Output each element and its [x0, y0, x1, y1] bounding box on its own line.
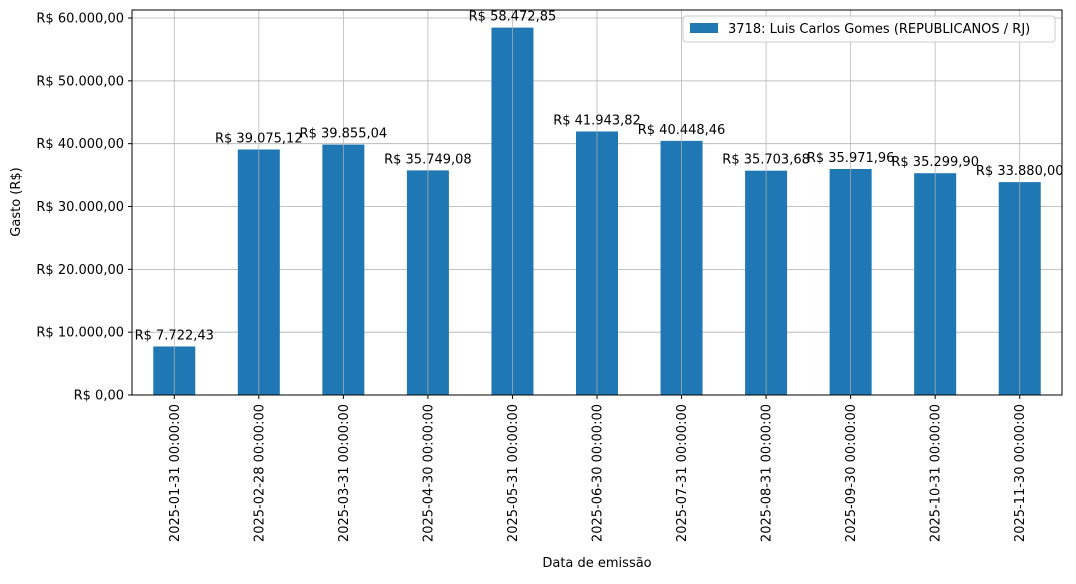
data-label: R$ 35.703,68	[722, 153, 810, 168]
legend-frame	[682, 15, 1056, 43]
data-label: R$ 40.448,46	[638, 123, 726, 138]
data-label: R$ 58.472,85	[469, 10, 557, 25]
legend: 3718: Luis Carlos Gomes (REPUBLICANOS / …	[682, 15, 1056, 43]
y-tick-label: R$ 20.000,00	[36, 263, 124, 278]
x-tick-label: 2025-02-28 00:00:00	[252, 404, 267, 542]
data-label: R$ 39.075,12	[215, 131, 303, 146]
x-tick-label: 2025-08-31 00:00:00	[760, 404, 775, 542]
y-axis-ticks: R$ 0,00 R$ 10.000,00 R$ 20.000,00 R$ 30.000…	[36, 12, 132, 404]
data-label: R$ 41.943,82	[553, 113, 641, 128]
x-tick-label: 2025-09-30 00:00:00	[844, 404, 859, 542]
data-label: R$ 35.299,90	[891, 155, 979, 170]
x-tick-label: 2025-11-30 00:00:00	[1013, 404, 1028, 542]
data-labels: R$ 7.722,43 R$ 39.075,12R$ 39.855,04 R$ 35…	[135, 10, 1064, 344]
vertical-grid-lines	[173, 10, 1021, 395]
y-tick-label: R$ 50.000,00	[36, 74, 124, 89]
x-tick-label: 2025-05-31 00:00:00	[506, 404, 521, 542]
data-label: R$ 39.855,04	[300, 127, 388, 142]
legend-label: 3718: Luis Carlos Gomes (REPUBLICANOS / …	[728, 22, 1030, 37]
x-tick-label: 2025-03-31 00:00:00	[337, 404, 352, 542]
data-label: R$ 7.722,43	[135, 328, 214, 343]
y-tick-label: R$ 30.000,00	[36, 200, 124, 215]
data-label: R$ 35.971,96	[807, 151, 895, 166]
data-label: R$ 33.880,00	[976, 164, 1064, 179]
legend-swatch	[690, 23, 718, 33]
y-tick-label: R$ 40.000,00	[36, 137, 124, 152]
x-tick-label: 2025-01-31 00:00:00	[168, 404, 183, 542]
y-tick-label: R$ 10.000,00	[36, 326, 124, 341]
x-tick-label: 2025-10-31 00:00:00	[929, 404, 944, 542]
x-tick-label: 2025-06-30 00:00:00	[591, 404, 606, 542]
y-tick-label: R$ 0,00	[74, 389, 124, 404]
x-axis-label: Data de emissão	[542, 556, 651, 571]
data-label: R$ 35.749,08	[384, 152, 472, 167]
y-tick-label: R$ 60.000,00	[36, 12, 124, 27]
x-tick-label: 2025-07-31 00:00:00	[675, 404, 690, 542]
x-axis-ticks: 2025-01-31 00:00:00 2025-02-28 00:00:00 20…	[168, 395, 1028, 542]
y-axis-label: Gasto (R$)	[9, 167, 24, 236]
x-tick-label: 2025-04-30 00:00:00	[421, 404, 436, 542]
